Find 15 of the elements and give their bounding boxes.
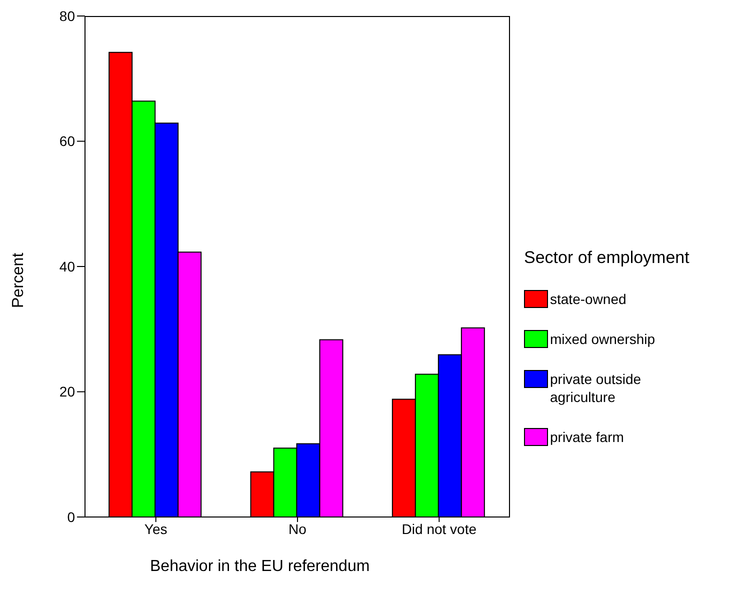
legend-title: Sector of employment [524, 248, 690, 268]
y-tick-label: 60 [59, 133, 76, 150]
x-tick-label: Did not vote [402, 520, 477, 537]
y-tick-label: 0 [67, 508, 76, 525]
y-tick-label: 80 [59, 8, 76, 24]
y-tick-label: 20 [59, 384, 76, 400]
x-axis-title: Behavior in the EU referendum [150, 558, 370, 576]
x-tick-label: Yes [144, 520, 168, 537]
y-axis-title: Percent [10, 252, 28, 308]
legend-label: private farm [550, 428, 625, 446]
x-tick-label: No [288, 520, 307, 537]
legend-label: private outside agriculture [550, 370, 642, 406]
y-tick-label: 40 [59, 258, 76, 274]
legend-label: state-owned [550, 290, 628, 308]
legend-label: mixed ownership [550, 330, 656, 348]
